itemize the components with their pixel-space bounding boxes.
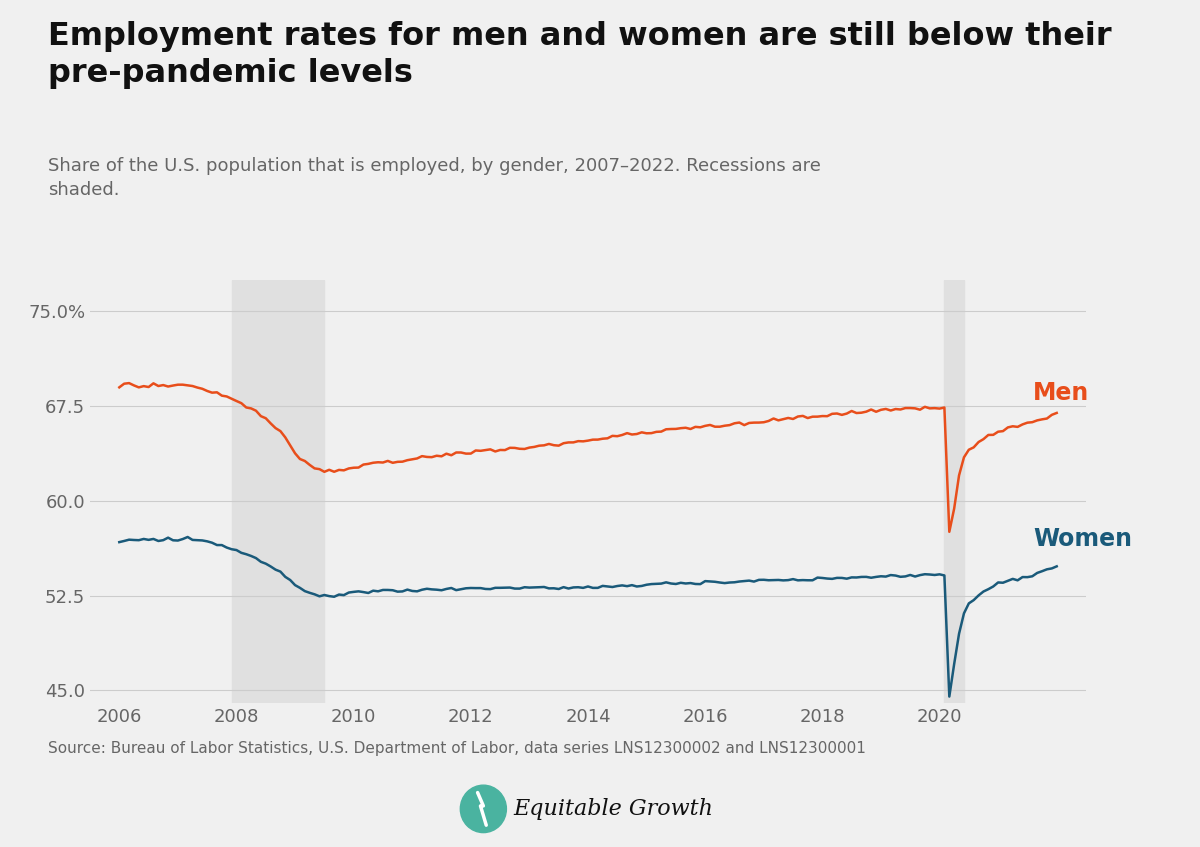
Text: Source: Bureau of Labor Statistics, U.S. Department of Labor, data series LNS123: Source: Bureau of Labor Statistics, U.S.… bbox=[48, 741, 866, 756]
Circle shape bbox=[461, 785, 506, 833]
Text: Equitable Growth: Equitable Growth bbox=[514, 798, 714, 820]
Text: Share of the U.S. population that is employed, by gender, 2007–2022. Recessions : Share of the U.S. population that is emp… bbox=[48, 157, 821, 199]
Bar bbox=[944, 280, 964, 703]
Text: Employment rates for men and women are still below their
pre-pandemic levels: Employment rates for men and women are s… bbox=[48, 21, 1111, 89]
Text: Men: Men bbox=[1033, 381, 1090, 405]
Text: Women: Women bbox=[1033, 527, 1133, 551]
Bar bbox=[232, 280, 324, 703]
